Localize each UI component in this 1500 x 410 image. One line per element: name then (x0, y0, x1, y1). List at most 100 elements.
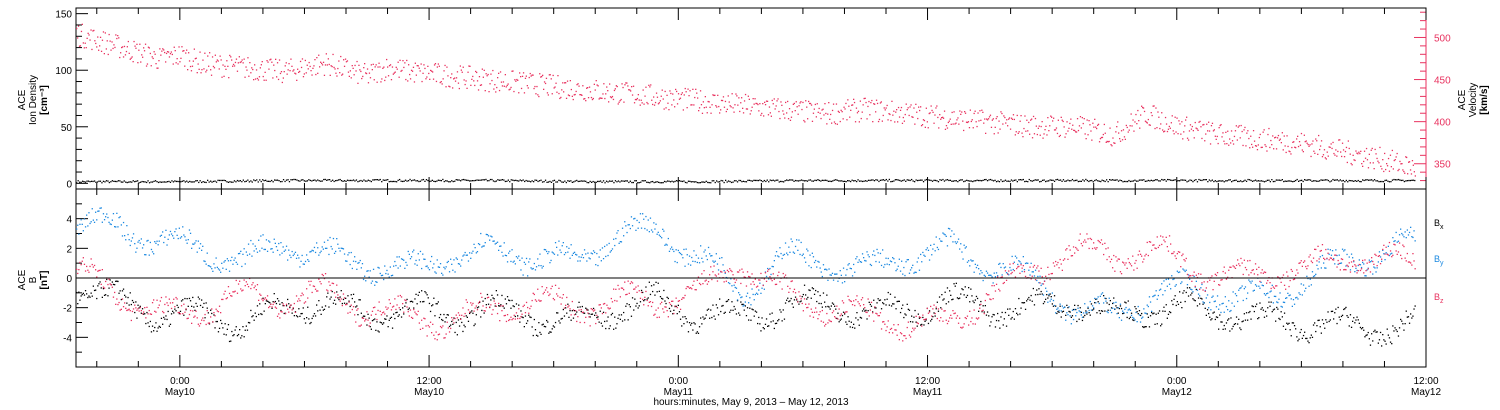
data-point (1402, 179, 1404, 181)
data-point (387, 326, 389, 328)
data-point (1023, 127, 1025, 130)
data-point (1006, 119, 1008, 121)
data-point (867, 179, 870, 181)
data-point (570, 244, 572, 246)
data-point (819, 112, 821, 114)
data-point (256, 179, 258, 181)
data-point (658, 290, 660, 292)
data-point (1196, 305, 1199, 307)
data-point (174, 180, 176, 182)
data-point (793, 102, 795, 105)
data-point (154, 326, 156, 329)
data-point (994, 126, 996, 128)
data-point (1202, 303, 1204, 305)
data-point (1271, 311, 1273, 313)
data-point (1222, 180, 1224, 182)
data-point (727, 299, 730, 301)
data-point (314, 251, 317, 254)
data-point (1051, 303, 1053, 305)
data-point (936, 246, 938, 249)
data-point (120, 181, 122, 183)
data-point (637, 182, 639, 184)
data-point (292, 254, 294, 257)
bottom-left-tick-label: 4 (66, 215, 72, 226)
data-point (1396, 152, 1398, 155)
data-point (218, 327, 221, 329)
data-point (834, 123, 837, 125)
data-point (492, 240, 494, 242)
data-point (897, 300, 899, 302)
data-point (930, 320, 932, 322)
data-point (143, 313, 145, 315)
data-point (923, 119, 926, 122)
data-point (467, 260, 470, 262)
data-point (886, 263, 888, 265)
data-point (98, 269, 100, 272)
data-point (112, 283, 115, 286)
data-point (187, 239, 189, 241)
data-point (402, 60, 404, 62)
data-point (917, 117, 919, 120)
data-point (638, 221, 640, 224)
data-point (331, 248, 333, 250)
data-point (774, 108, 776, 110)
data-point (132, 308, 135, 310)
data-point (898, 300, 900, 302)
data-point (312, 315, 314, 317)
data-point (628, 89, 630, 91)
data-point (549, 262, 551, 264)
data-point (1079, 307, 1081, 309)
data-point (1284, 180, 1286, 182)
data-point (371, 69, 373, 71)
data-point (1362, 327, 1364, 329)
data-point (1340, 262, 1343, 264)
data-point (313, 65, 315, 67)
data-point (1298, 292, 1300, 294)
data-point (105, 294, 107, 296)
data-point (341, 302, 343, 305)
data-point (1208, 312, 1210, 315)
data-point (199, 51, 201, 53)
data-point (988, 116, 991, 118)
data-point (1081, 316, 1084, 318)
data-point (462, 330, 464, 333)
data-point (982, 305, 984, 307)
data-point (637, 227, 639, 229)
data-point (169, 53, 172, 55)
data-point (339, 178, 341, 181)
data-point (539, 253, 541, 255)
data-point (715, 105, 717, 107)
data-point (1100, 180, 1102, 183)
data-point (1315, 330, 1317, 333)
data-point (193, 243, 195, 245)
data-point (126, 181, 128, 184)
data-point (259, 303, 261, 305)
data-point (192, 296, 194, 299)
data-point (848, 263, 850, 265)
data-point (629, 227, 631, 230)
data-point (1001, 311, 1003, 314)
data-point (110, 284, 112, 286)
data-point (481, 246, 483, 248)
data-point (1233, 305, 1235, 307)
data-point (831, 109, 834, 112)
data-point (964, 247, 966, 249)
data-point (206, 252, 208, 254)
data-point (322, 248, 324, 250)
data-point (440, 180, 442, 182)
data-point (195, 57, 197, 59)
data-point (1194, 300, 1196, 302)
data-point (867, 254, 869, 256)
data-point (1212, 130, 1215, 132)
data-point (307, 259, 309, 261)
data-point (1273, 148, 1275, 150)
data-point (143, 244, 145, 246)
data-point (833, 179, 835, 181)
data-point (1204, 140, 1206, 142)
data-point (382, 179, 384, 181)
data-point (701, 112, 704, 114)
data-point (819, 294, 821, 297)
data-point (119, 180, 121, 182)
data-point (1167, 128, 1170, 130)
data-point (291, 250, 293, 253)
